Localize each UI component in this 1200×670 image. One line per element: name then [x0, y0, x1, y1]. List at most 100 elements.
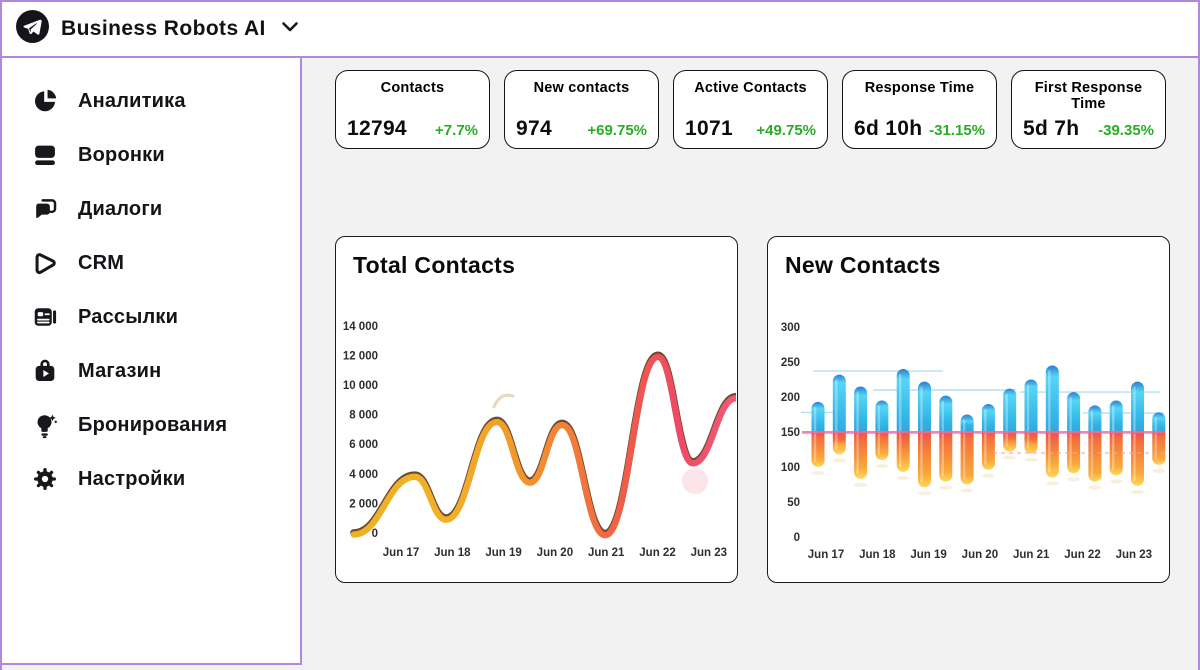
sidebar-item-настройки[interactable]: Настройки [2, 452, 300, 506]
x-tick-label: Jun 20 [537, 547, 573, 559]
sidebar-item-label: Магазин [78, 359, 162, 382]
x-tick-label: Jun 22 [1064, 549, 1100, 561]
bar-gloss [1005, 393, 1008, 447]
bar-gloss [813, 406, 817, 462]
bar-shadow [896, 475, 910, 480]
y-tick-label: 10 000 [343, 380, 378, 392]
charts-row: Total Contacts 0 2 000 4 000 6 000 8 000 10 0… [335, 236, 1198, 583]
y-tick-label: 12 000 [343, 350, 378, 362]
bar-gloss [1026, 384, 1030, 449]
bar-shadow [875, 464, 889, 468]
chevron-down-icon [278, 15, 302, 44]
stat-change: +7.7% [435, 122, 478, 139]
bar [918, 381, 931, 488]
sidebar-item-crm[interactable]: CRM [2, 236, 300, 290]
bar [1109, 400, 1123, 476]
x-tick-label: Jun 18 [434, 547, 471, 559]
bar-shadow [1109, 479, 1123, 484]
sidebar-item-воронки[interactable]: Воронки [2, 128, 300, 182]
sidebar-item-label: CRM [78, 251, 125, 274]
stat-card-new-contacts: New contacts 974 +69.75% [504, 70, 659, 149]
stat-value: 12794 [347, 117, 407, 140]
y-tick-label: 8 000 [349, 410, 378, 422]
x-tick-label: Jun 19 [910, 549, 946, 561]
y-tick-label: 200 [781, 392, 800, 404]
newsletter-icon [31, 303, 59, 331]
sidebar-item-магазин[interactable]: Магазин [2, 344, 300, 398]
bar [1088, 405, 1102, 482]
pink-smudge-artifact [682, 468, 708, 494]
brand-title: Business Robots AI [61, 17, 266, 40]
stat-change: +49.75% [756, 122, 816, 139]
bar-shadow [1024, 457, 1038, 462]
bar-gloss [1048, 370, 1051, 473]
sidebar-item-бронирования[interactable]: Бронирования [2, 398, 300, 452]
workspace-selector[interactable]: Business Robots AI [16, 10, 302, 48]
bar-shadow [1088, 485, 1102, 490]
gear-icon [31, 465, 59, 493]
x-tick-label: Jun 23 [691, 547, 727, 559]
bar-gloss [962, 419, 966, 480]
y-tick-label: 14 000 [343, 321, 378, 333]
sidebar-item-label: Настройки [78, 467, 186, 490]
bar-shadow [960, 488, 974, 493]
bar-gloss [920, 386, 923, 483]
x-tick-label: Jun 23 [1116, 549, 1152, 561]
x-tick-label: Jun 22 [639, 547, 675, 559]
bar-shadow [1067, 477, 1081, 482]
stat-label: First Response Time [1034, 80, 1143, 113]
bar-gloss [877, 405, 881, 455]
stat-label: Active Contacts [694, 80, 807, 96]
bar-chart-svg: 0 50 100 150 200 250 300 Jun 17 Jun 18 Jun 19 Jun … [781, 322, 1166, 561]
bar-gloss [835, 379, 838, 450]
bar-shadow [1045, 481, 1059, 486]
stat-change: -39.35% [1098, 122, 1154, 139]
bar [896, 369, 910, 472]
bar [1045, 365, 1059, 478]
y-tick-label: 0 [794, 532, 800, 544]
x-tick-label: Jun 21 [1013, 549, 1050, 561]
line-series-shadow [350, 351, 736, 538]
funnel-icon [31, 141, 59, 169]
stat-value: 5d 7h [1023, 117, 1080, 140]
sidebar-item-рассылки[interactable]: Рассылки [2, 290, 300, 344]
x-tick-label: Jun 17 [808, 549, 844, 561]
bar [1024, 379, 1038, 454]
stat-change: -31.15% [929, 122, 985, 139]
sidebar: Аналитика Воронки Диалоги CRM Рассылки Магази… [2, 58, 302, 665]
stat-label: Contacts [380, 80, 445, 96]
y-tick-label: 0 [372, 528, 378, 540]
bar-gloss [899, 374, 902, 467]
bar [832, 374, 846, 455]
y-tick-label: 6 000 [349, 439, 378, 451]
y-tick-label: 300 [781, 322, 800, 334]
sidebar-item-label: Бронирования [78, 413, 228, 436]
flare-artifact [492, 393, 515, 409]
line-chart-svg: 0 2 000 4 000 6 000 8 000 10 000 12 000 14 000 J… [343, 321, 736, 559]
sidebar-item-аналитика[interactable]: Аналитика [2, 74, 300, 128]
bar-shadow [854, 482, 868, 487]
chart-title-total-contacts: Total Contacts [353, 252, 516, 278]
y-tick-label: 2 000 [349, 498, 378, 510]
sidebar-item-label: Диалоги [78, 197, 163, 220]
bar [939, 395, 953, 482]
stat-card-active-contacts: Active Contacts 1071 +49.75% [673, 70, 828, 149]
y-tick-label: 50 [787, 497, 800, 509]
bar [981, 404, 995, 470]
total-contacts-line-chart: 0 2 000 4 000 6 000 8 000 10 000 12 000 14 000 J… [336, 289, 737, 581]
bar [875, 400, 889, 460]
sidebar-item-label: Аналитика [78, 89, 186, 112]
stat-value: 974 [516, 117, 552, 140]
y-tick-label: 100 [781, 462, 800, 474]
bar [1152, 412, 1166, 465]
sidebar-item-label: Воронки [78, 143, 165, 166]
shop-icon [31, 357, 59, 385]
new-contacts-chart-card: New Contacts 0 50 100 150 200 250 300 Jun 17 Jun… [767, 236, 1170, 583]
stat-card-first-response-time: First Response Time 5d 7h -39.35% [1011, 70, 1166, 149]
pie-chart-icon [31, 87, 59, 115]
stat-label: Response Time [864, 80, 975, 96]
x-tick-label: Jun 20 [962, 549, 998, 561]
sidebar-item-диалоги[interactable]: Диалоги [2, 182, 300, 236]
bar-shadow [918, 491, 931, 496]
sidebar-item-label: Рассылки [78, 305, 179, 328]
